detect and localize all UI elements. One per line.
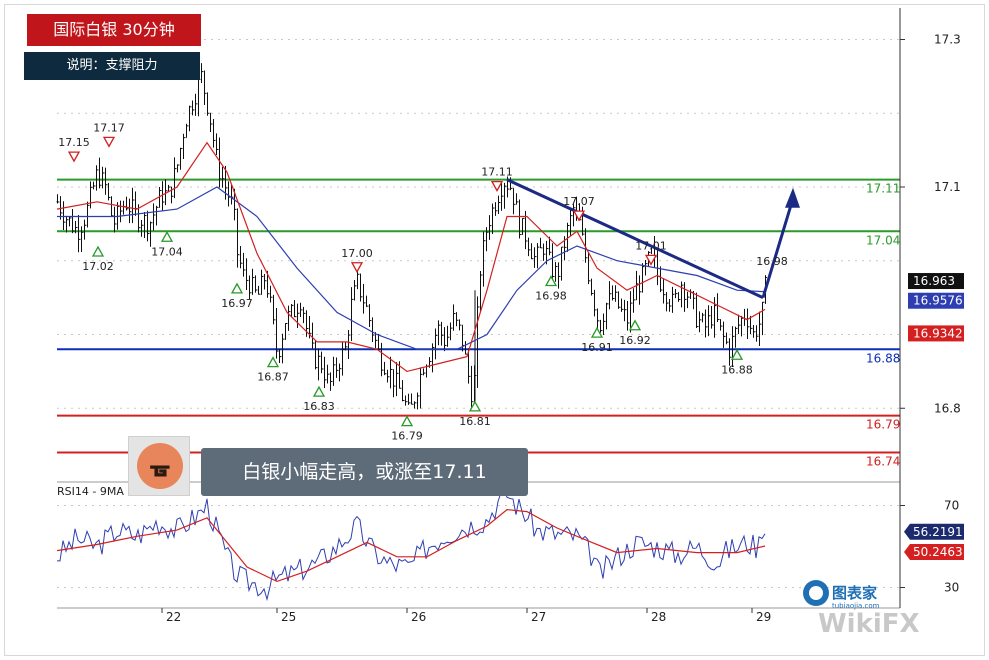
watermark: WikiFX [818,609,920,639]
headline-banner: 白银小幅走高，或涨至17.11 [201,448,528,496]
rsi-panel-title: RSI14 - 9MA [57,485,124,498]
ema-fast-line [56,141,766,373]
top-value-label: 17.07 [563,195,595,208]
rsi-last-tag: 56.2191 [913,525,963,539]
grid-layer [57,39,900,609]
bottom-marker-icon [266,356,280,368]
rsi-layer: 56.2191 50.2463 [56,488,964,602]
time-tick-label: 26 [411,610,426,624]
rsi-ma-line [56,508,766,583]
price-layer [56,63,767,410]
brand-sub: tubiaojia.com [832,602,880,610]
bottom-value-label: 16.97 [221,297,253,310]
time-tick-label: 22 [166,610,181,624]
bottom-value-label: 16.88 [721,363,753,376]
bottom-value-label: 17.04 [151,245,183,258]
time-tick-label: 28 [651,610,666,624]
time-tick-label: 27 [531,610,546,624]
ema-fast-tag: 16.9342 [913,326,963,340]
projection-arrow-shaft [761,201,794,299]
trendline [506,178,764,299]
ema-fast-tag-bg [908,325,964,342]
bottom-marker-icon [160,230,174,242]
bottom-marker-icon [544,275,558,287]
top-value-label: 17.15 [58,136,90,149]
top-marker-icon [102,136,116,148]
top-marker-icon [644,254,658,266]
ema-slow-tag: 16.9576 [913,294,963,308]
rsi-tick-label: 70 [944,499,959,513]
rsi-line [57,488,766,602]
bottom-marker-icon [730,348,744,360]
annotation-label: 16.98 [756,255,788,268]
last-price-tag-bg [908,273,964,290]
bottom-value-label: 16.83 [303,400,335,413]
bottom-value-label: 16.98 [535,290,567,303]
logo-box: ᚗ [128,436,190,496]
bottom-marker-icon [230,282,244,294]
levels-layer: 17.11 17.04 16.88 16.79 16.74 [57,178,900,469]
bottom-marker-icon [91,245,105,257]
top-value-label: 17.01 [635,239,667,252]
chart-frame [4,4,985,656]
bottom-value-label: 16.81 [459,415,491,428]
bottom-value-label: 16.91 [581,341,613,354]
bottom-marker-icon [590,326,604,338]
chart-note: 说明：支撑阻力 [24,52,200,80]
time-tick-label: 25 [281,610,296,624]
ema-slow-line [57,186,766,350]
price-tick-label: 16.8 [934,401,961,415]
last-price-tag: 16.963 [913,274,955,288]
rsi-tick-label: 30 [944,581,959,595]
level-label: 17.11 [866,182,900,196]
instrument-title: 国际白银 30分钟 [27,14,201,46]
brand-logo: 图表家 tubiaojia.com [803,580,880,610]
top-marker-icon [490,180,504,192]
bottom-value-label: 16.92 [619,334,651,347]
rsi-ma-last-tag: 50.2463 [913,545,963,559]
level-label: 16.79 [866,418,900,432]
price-tick-label: 17.3 [934,33,961,47]
top-marker-icon [572,210,586,222]
bottom-value-label: 16.79 [391,430,423,443]
projection-arrow-head [785,187,800,208]
level-label: 17.04 [866,233,900,247]
bottom-value-label: 17.02 [82,260,114,273]
bottom-marker-icon [400,415,414,427]
bottom-marker-icon [312,385,326,397]
trend-layer [506,178,800,299]
top-value-label: 17.11 [481,166,513,179]
top-marker-icon [350,262,364,274]
price-tick-label: 17.1 [934,180,961,194]
ema-layer [56,141,766,373]
logo-glyph: ᚗ [150,452,170,480]
bottom-value-label: 16.87 [257,371,289,384]
level-label: 16.88 [866,351,900,365]
top-marker-icon [67,151,81,163]
top-value-label: 17.00 [341,247,373,260]
time-tick-label: 29 [756,610,771,624]
ema-slow-tag-bg [908,292,964,309]
brand-name: 图表家 [832,584,877,602]
bottom-marker-icon [468,400,482,412]
rsi-last-tag-bg [904,523,964,540]
bar-logo-icon: ᚗ [137,443,183,489]
brand-globe-inner [809,586,823,600]
axis-layer: 17.3 17.1 16.8 70 30 22 25 26 27 28 29 16.963 16.957… [161,8,964,624]
top-value-label: 17.17 [93,121,125,134]
bottom-marker-icon [628,319,642,331]
level-label: 16.74 [866,455,900,469]
rsi-ma-last-tag-bg [904,543,964,560]
